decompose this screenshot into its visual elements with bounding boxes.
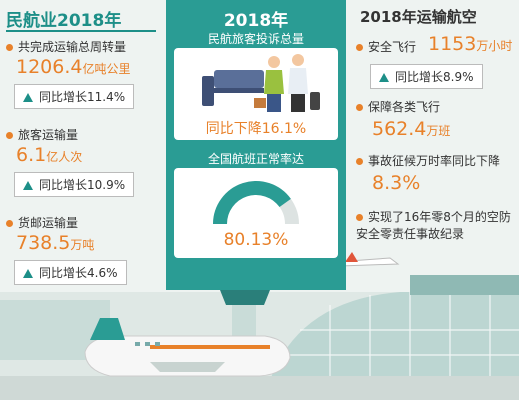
left-title: 民航业2018年 — [6, 11, 122, 31]
metric-value: 1153 — [428, 33, 477, 55]
metric-unit: 万小时 — [476, 39, 513, 53]
metric-value: 8.3% — [372, 172, 421, 194]
passenger-illustration — [202, 54, 320, 112]
metric: 1206.4亿吨公里 — [16, 56, 131, 78]
up-arrow — [23, 269, 33, 278]
punctuality-card: 80.13% — [174, 168, 338, 258]
item-label: 货邮运输量 — [6, 214, 78, 231]
up-arrow — [23, 93, 33, 102]
metric: 562.4万班 — [372, 118, 450, 140]
divider — [6, 30, 156, 32]
item-label: 保障各类飞行 — [356, 98, 440, 115]
center-title: 2018年 — [223, 11, 289, 31]
metric-unit: 亿吨公里 — [82, 62, 131, 76]
change-text: 同比增长10.9% — [39, 178, 126, 192]
bullet — [6, 44, 13, 51]
change-badge: 同比增长4.6% — [14, 260, 127, 285]
metric: 1153万小时 — [428, 33, 512, 55]
change-badge: 同比增长8.9% — [370, 64, 483, 89]
change-badge: 同比增长10.9% — [14, 172, 135, 197]
metric-unit: 亿人次 — [46, 150, 83, 164]
metric-value: 738.5 — [16, 232, 71, 254]
complaint-card: 同比下降16.1% — [174, 48, 338, 140]
center-panel: 2018年 民航旅客投诉总量 同比下降16.1% 全国航班正常率达 80.13% — [166, 0, 346, 290]
metric: 6.1亿人次 — [16, 144, 82, 166]
item-label: 事故征候万时率同比下降 — [356, 152, 500, 169]
bullet — [6, 220, 13, 227]
metric: 738.5万吨 — [16, 232, 94, 254]
punctuality-label: 全国航班正常率达 — [207, 152, 304, 166]
bullet — [356, 44, 363, 51]
gauge — [213, 181, 299, 225]
punctuality-rate: 80.13% — [223, 230, 289, 250]
item-label: 旅客运输量 — [6, 126, 78, 143]
bullet — [356, 158, 363, 165]
item-label: 实现了16年零8个月的空防安全零责任事故纪录 — [356, 208, 514, 242]
right-title: 2018年运输航空 — [360, 8, 477, 26]
change-text: 同比增长11.4% — [39, 90, 126, 104]
bullet — [356, 104, 363, 111]
label-text: 共完成运输总周转量 — [18, 40, 127, 54]
change-text: 同比增长8.9% — [395, 70, 474, 84]
item-label: 共完成运输总周转量 — [6, 38, 126, 55]
change-text: 同比增长4.6% — [39, 266, 118, 280]
item-label: 安全飞行 — [356, 38, 416, 55]
label-text: 货邮运输量 — [18, 216, 79, 230]
up-arrow — [379, 73, 389, 82]
metric-unit: 万吨 — [70, 238, 95, 252]
metric-value: 1206.4 — [16, 56, 83, 78]
change-badge: 同比增长11.4% — [14, 84, 135, 109]
complaint-label: 民航旅客投诉总量 — [207, 32, 304, 46]
label-text: 安全飞行 — [368, 40, 417, 54]
metric-unit: 万班 — [426, 124, 451, 138]
gauge-value — [213, 181, 291, 225]
bullet — [6, 132, 13, 139]
metric-value: 562.4 — [372, 118, 427, 140]
label-text: 旅客运输量 — [18, 128, 79, 142]
label-text: 实现了16年零8个月的空防安全零责任事故纪录 — [356, 210, 511, 241]
up-arrow — [23, 181, 33, 190]
metric-value: 6.1 — [16, 144, 47, 166]
label-text: 事故征候万时率同比下降 — [368, 154, 501, 168]
complaint-change: 同比下降16.1% — [205, 121, 307, 137]
metric: 8.3% — [372, 172, 420, 194]
bullet — [356, 214, 363, 221]
label-text: 保障各类飞行 — [368, 100, 441, 114]
